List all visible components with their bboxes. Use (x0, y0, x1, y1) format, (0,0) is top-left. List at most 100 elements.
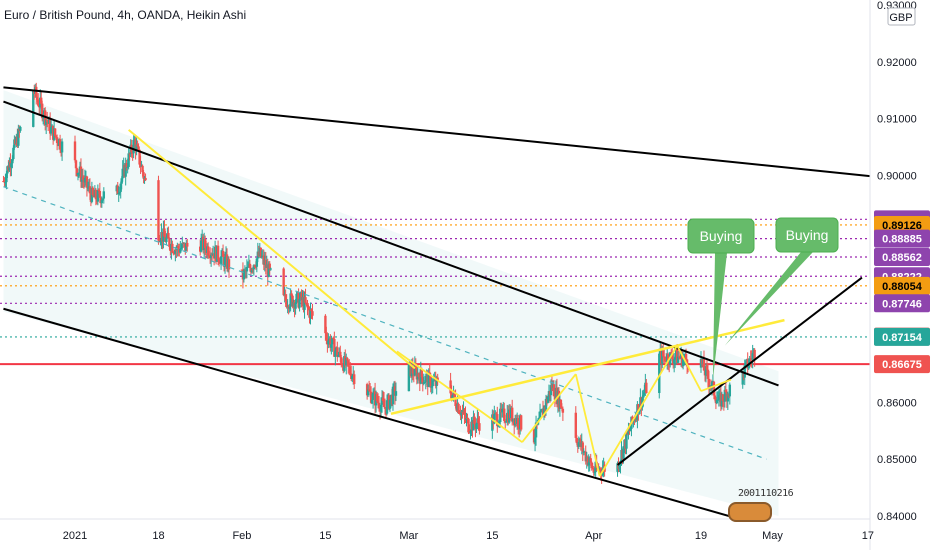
callout-box (687, 218, 755, 254)
candle-body (499, 408, 502, 423)
price-tag[interactable]: 0.86675 (874, 355, 930, 374)
candle-body (310, 309, 313, 312)
candle-body (306, 303, 309, 308)
candle-body (391, 386, 395, 405)
candle-body (629, 428, 632, 432)
candle-body (539, 410, 543, 412)
candle-body (248, 263, 252, 268)
candle-body (723, 389, 727, 402)
candle-body (741, 371, 744, 385)
price-tag[interactable]: 0.89126 (874, 215, 930, 234)
candle-body (702, 358, 706, 371)
candle-body (631, 416, 634, 422)
candle-body (120, 178, 123, 184)
candle-body (142, 172, 145, 179)
candle-body (457, 403, 460, 413)
candle-body (345, 357, 348, 366)
buying-callout[interactable]: Buying (687, 218, 755, 380)
candle-body (677, 356, 681, 358)
callout-pointer (712, 253, 727, 380)
candle-body (285, 300, 288, 308)
price-tag[interactable]: 0.88054 (874, 276, 930, 295)
candle-body (37, 99, 40, 106)
candle-body (681, 358, 685, 367)
candle-body (245, 266, 249, 272)
price-tag-bg (874, 215, 930, 234)
candle-body (542, 406, 546, 416)
candle-body (327, 340, 330, 345)
price-tag[interactable]: 0.87746 (874, 294, 930, 313)
candle-body (463, 410, 466, 416)
candle-body (102, 191, 106, 199)
candle-body (371, 392, 375, 400)
candle-body (269, 268, 272, 270)
price-tag[interactable]: 0.87154 (874, 327, 930, 346)
buying-callout[interactable]: Buying (724, 217, 839, 346)
candle-body (429, 375, 432, 388)
price-tag-value: 0.87154 (882, 332, 923, 344)
candle-body (367, 389, 371, 391)
candle-body (217, 259, 221, 263)
candle-body (139, 164, 142, 167)
candle-body (303, 297, 306, 310)
candle-body (337, 355, 340, 357)
candle-body (717, 395, 721, 400)
candle-body (168, 238, 171, 247)
candle-body (724, 389, 728, 393)
chart-title: Euro / British Pound, 4h, OANDA, Heikin … (4, 8, 247, 22)
candle-body (505, 421, 508, 423)
candle-body (430, 386, 433, 388)
candle-body (552, 384, 556, 397)
candle-body (199, 240, 203, 252)
candle-body (216, 245, 220, 260)
candle-body (748, 358, 751, 365)
candle-body (4, 182, 7, 184)
candle-body (366, 389, 370, 396)
price-tick-label: 0.86000 (877, 397, 917, 409)
candle-body (83, 178, 87, 183)
candle-body (467, 418, 470, 433)
time-tick-label: Mar (399, 530, 418, 542)
candle-body (664, 356, 667, 361)
price-tag-bg (874, 247, 930, 266)
time-tick-label: 15 (319, 530, 331, 542)
price-tag[interactable]: 0.88562 (874, 247, 930, 266)
candle-body (519, 415, 523, 430)
candle-body (704, 366, 708, 376)
candle-body (100, 200, 104, 204)
candle-body (165, 237, 168, 242)
candle-body (181, 242, 184, 249)
price-tag[interactable]: 0.88885 (874, 229, 930, 248)
price-tick-label: 0.91000 (877, 114, 917, 126)
channel-upper-line (3, 100, 779, 387)
candle-body (185, 242, 188, 251)
candle-body (118, 191, 121, 194)
candle-body (464, 415, 467, 421)
time-tick-label: 19 (695, 530, 707, 542)
candle-body (324, 315, 327, 334)
candle-body (282, 268, 285, 296)
pattern-line (574, 373, 601, 477)
candle-body (221, 250, 225, 257)
candle-body (501, 409, 504, 413)
candle-body (385, 400, 389, 414)
candle-body (449, 380, 452, 394)
candle-body (672, 359, 676, 364)
candle-body (55, 137, 59, 144)
candle-body (339, 351, 342, 358)
price-tag-value: 0.88562 (882, 252, 922, 264)
candle-body (511, 407, 514, 422)
candle-body (504, 420, 507, 423)
candle-body (295, 293, 298, 303)
callout-label: Buying (786, 227, 829, 243)
candle-body (207, 255, 211, 257)
candle-body (219, 256, 223, 264)
candle-body (330, 344, 333, 348)
candle-body (254, 266, 258, 268)
candle-body (159, 241, 162, 243)
candle-body (255, 258, 259, 267)
candle-body (12, 147, 15, 160)
candle-body (453, 391, 456, 398)
time-tick-label: Feb (232, 530, 251, 542)
